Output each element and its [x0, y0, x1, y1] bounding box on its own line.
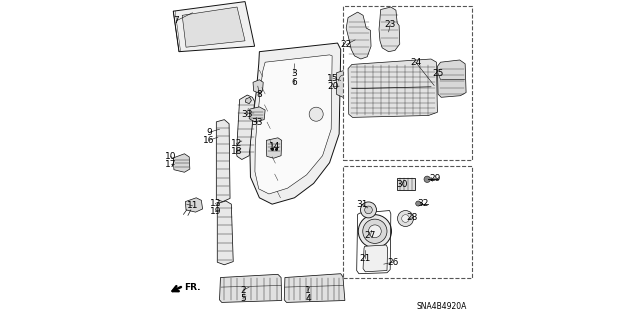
Polygon shape: [236, 95, 255, 160]
Text: 31: 31: [356, 200, 368, 209]
Circle shape: [397, 211, 413, 226]
Polygon shape: [337, 70, 350, 97]
Text: 4: 4: [305, 294, 310, 303]
Text: 24: 24: [410, 58, 421, 67]
Polygon shape: [186, 198, 203, 212]
Text: 16: 16: [204, 136, 215, 145]
Circle shape: [365, 206, 372, 214]
Text: 10: 10: [165, 152, 177, 161]
Polygon shape: [216, 120, 230, 202]
Text: 32: 32: [417, 199, 428, 208]
Circle shape: [424, 176, 430, 182]
Circle shape: [358, 215, 392, 248]
Text: 12: 12: [231, 139, 242, 148]
Polygon shape: [250, 43, 340, 204]
Text: 33: 33: [241, 110, 253, 119]
Text: 20: 20: [327, 82, 339, 91]
Text: 19: 19: [210, 207, 221, 216]
Text: 13: 13: [210, 199, 221, 208]
Text: 21: 21: [359, 254, 371, 263]
Bar: [343, 166, 472, 278]
Text: 6: 6: [291, 78, 297, 87]
Polygon shape: [437, 60, 466, 97]
Text: 27: 27: [365, 231, 376, 240]
Polygon shape: [182, 7, 245, 47]
Text: 7: 7: [173, 16, 179, 25]
Text: 22: 22: [340, 40, 352, 49]
Text: 28: 28: [407, 213, 418, 222]
Text: 15: 15: [327, 74, 339, 83]
Text: 9: 9: [206, 128, 212, 137]
Text: 11: 11: [187, 201, 198, 210]
Polygon shape: [284, 274, 345, 302]
Text: SNA4B4920A: SNA4B4920A: [416, 302, 467, 311]
Polygon shape: [249, 107, 265, 122]
Circle shape: [360, 202, 376, 218]
Polygon shape: [348, 59, 437, 117]
Polygon shape: [253, 80, 263, 93]
Text: 1: 1: [305, 286, 311, 295]
Circle shape: [402, 215, 410, 222]
Text: 33: 33: [251, 118, 262, 127]
Text: 30: 30: [397, 180, 408, 189]
Polygon shape: [173, 154, 190, 172]
Circle shape: [369, 225, 381, 238]
Polygon shape: [245, 97, 252, 104]
Circle shape: [309, 107, 323, 121]
Circle shape: [416, 201, 421, 206]
Text: 2: 2: [240, 286, 246, 295]
Bar: [343, 6, 472, 159]
Text: 3: 3: [291, 69, 297, 78]
Text: 29: 29: [430, 174, 441, 183]
Polygon shape: [218, 201, 233, 265]
Text: 18: 18: [230, 147, 242, 156]
Text: 25: 25: [433, 69, 444, 78]
Bar: [397, 178, 415, 190]
Text: 26: 26: [387, 258, 399, 267]
Polygon shape: [173, 2, 255, 52]
Polygon shape: [346, 12, 371, 59]
Text: 17: 17: [165, 160, 177, 169]
Text: 8: 8: [257, 90, 262, 99]
Text: 23: 23: [385, 20, 396, 29]
Text: 5: 5: [240, 294, 246, 303]
Text: FR.: FR.: [184, 283, 201, 292]
Text: 14: 14: [269, 142, 280, 151]
Polygon shape: [220, 274, 282, 302]
Polygon shape: [266, 138, 282, 158]
Polygon shape: [255, 55, 332, 194]
Circle shape: [363, 219, 387, 243]
Polygon shape: [379, 7, 400, 52]
Polygon shape: [363, 245, 388, 272]
